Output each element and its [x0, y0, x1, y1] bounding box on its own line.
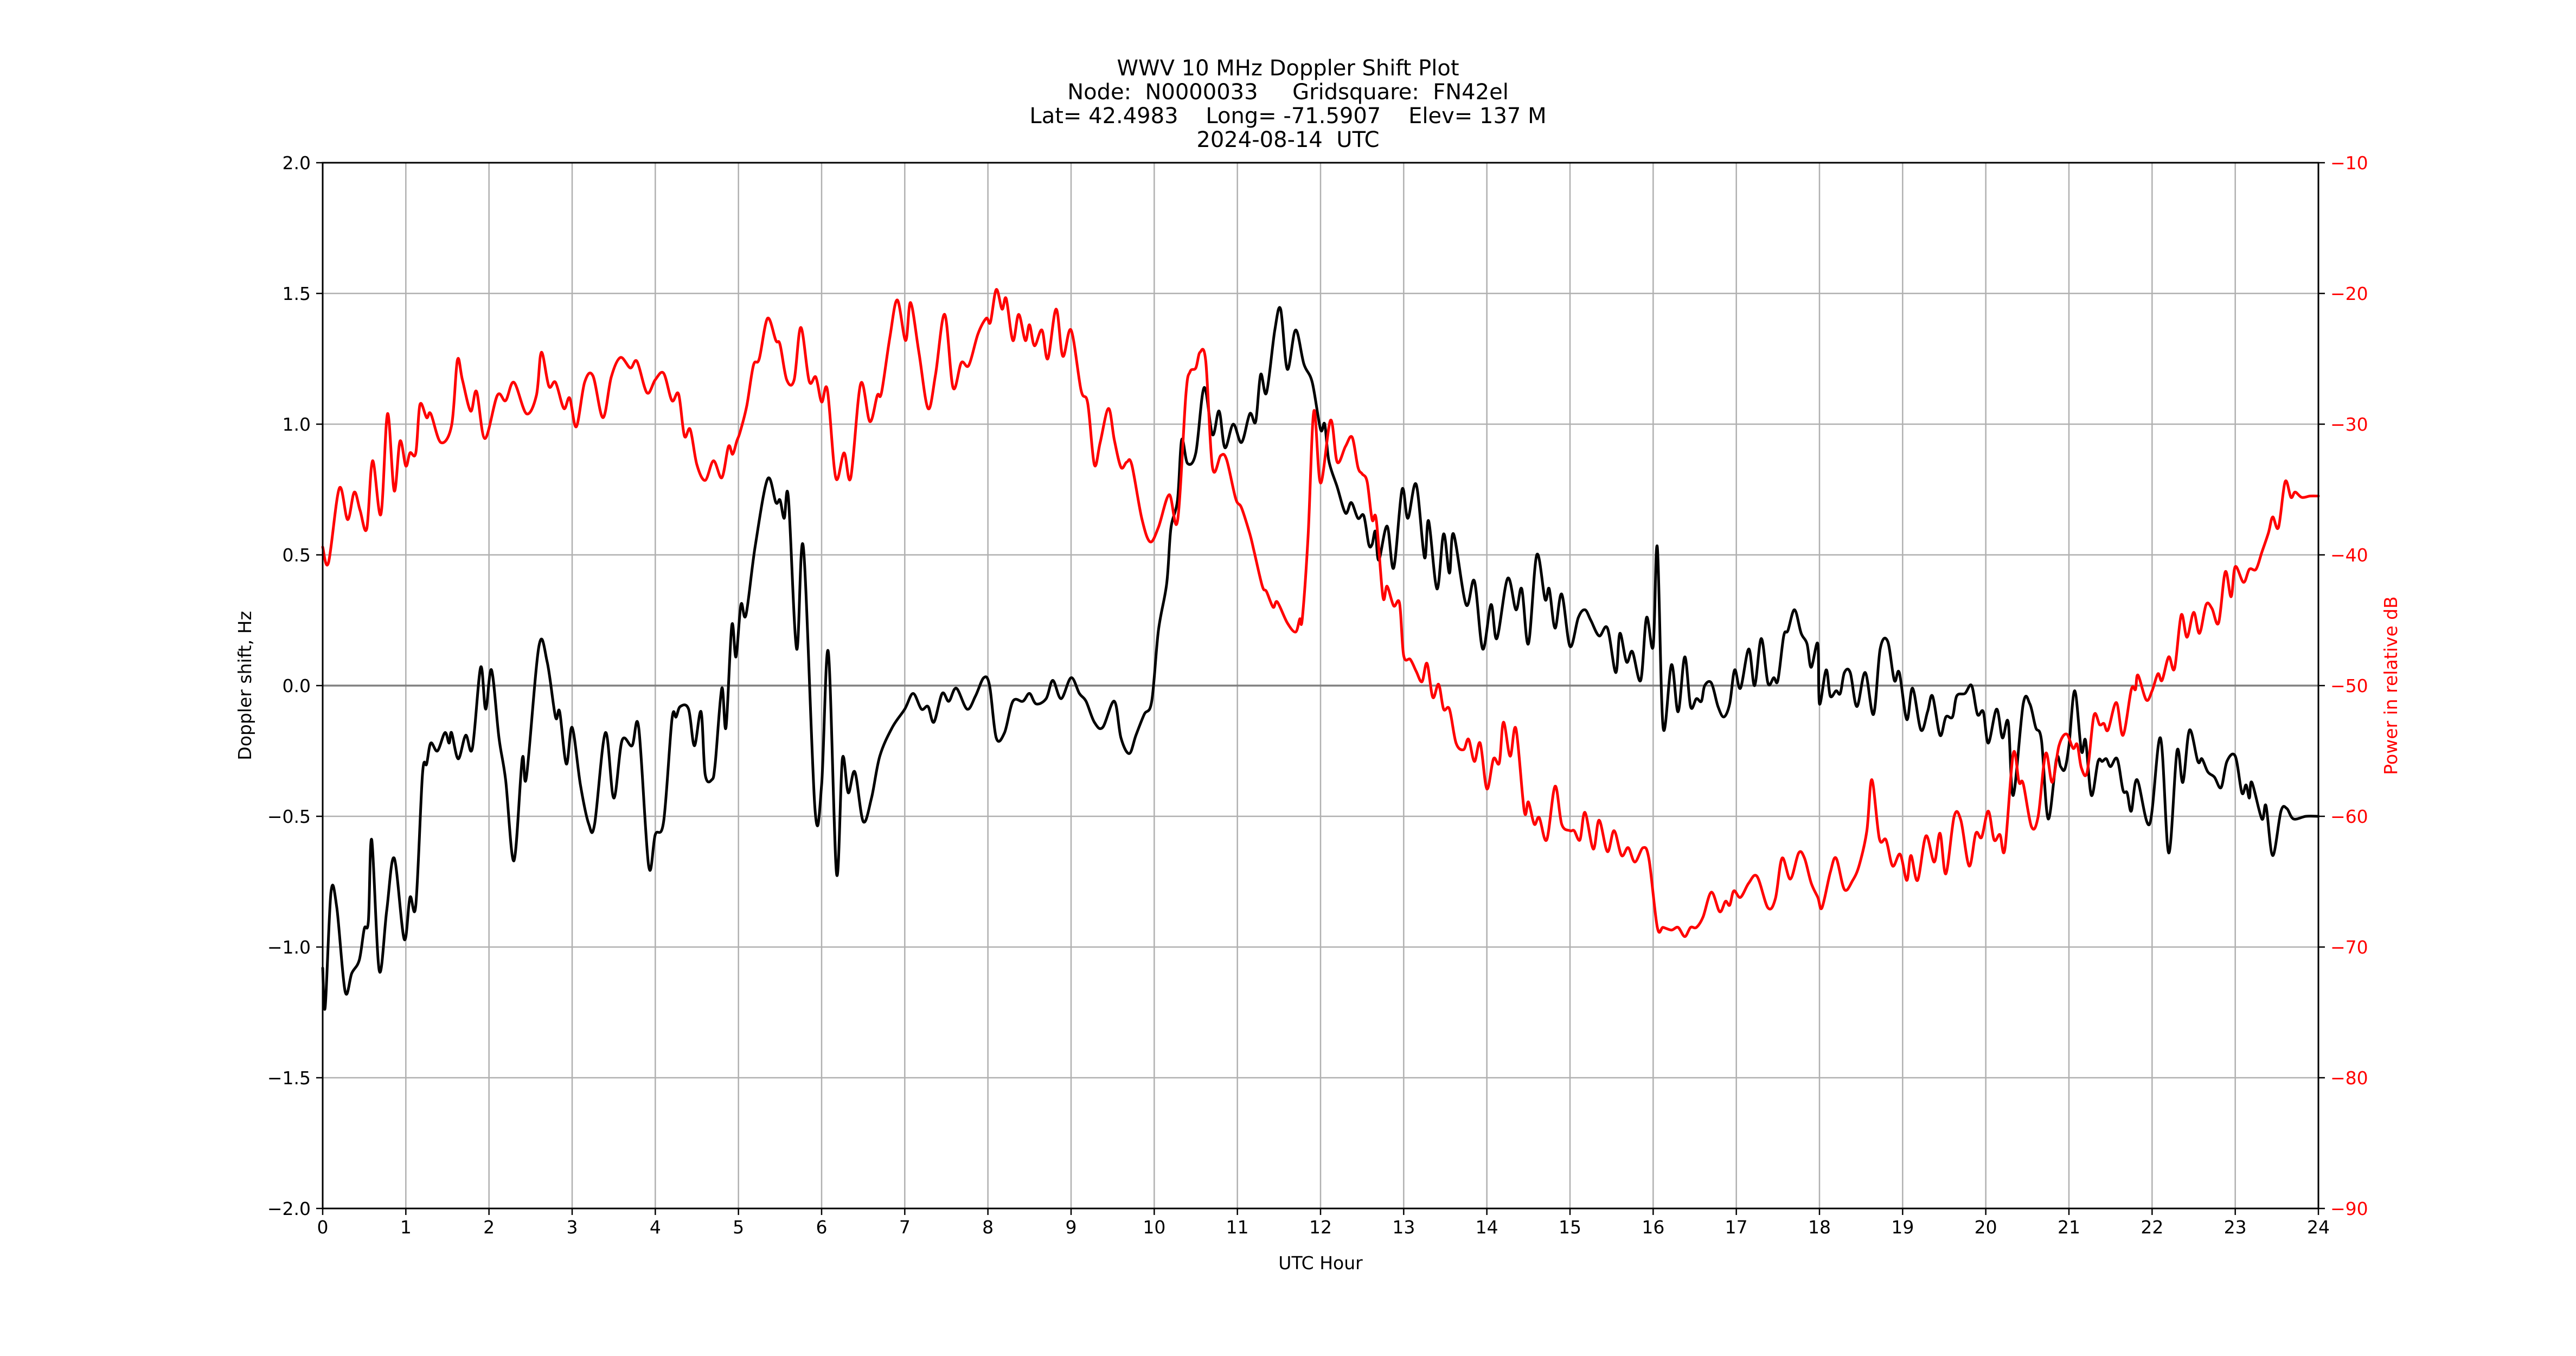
x-tick-label: 20	[1975, 1217, 1997, 1238]
y-tick-label-right: −40	[2330, 545, 2368, 566]
y-tick-label-right: −30	[2330, 414, 2368, 435]
y-tick-label-left: 0.5	[283, 545, 311, 566]
chart-subtitle-date: 2024-08-14 UTC	[1196, 127, 1380, 152]
x-tick-label: 10	[1143, 1217, 1165, 1238]
x-tick-label: 1	[400, 1217, 412, 1238]
y-tick-label-right: −90	[2330, 1198, 2368, 1219]
x-tick-label: 18	[1808, 1217, 1831, 1238]
y-tick-label-left: 1.5	[283, 283, 311, 304]
x-tick-label: 7	[899, 1217, 911, 1238]
x-tick-label: 12	[1309, 1217, 1332, 1238]
x-tick-label: 22	[2141, 1217, 2163, 1238]
y-tick-label-left: −0.5	[267, 806, 311, 827]
x-tick-label: 21	[2058, 1217, 2080, 1238]
y-tick-label-left: −1.5	[267, 1067, 311, 1089]
x-tick-label: 14	[1476, 1217, 1498, 1238]
y-tick-label-left: 0.0	[283, 675, 311, 696]
power-line	[321, 288, 2320, 938]
x-tick-label: 15	[1559, 1217, 1581, 1238]
grid-lines	[323, 163, 2318, 1208]
x-tick-label: 19	[1891, 1217, 1914, 1238]
x-tick-label: 4	[650, 1217, 661, 1238]
y-tick-label-right: −70	[2330, 937, 2368, 958]
axes: 0 1 2 3 4 5 6 7 8 9 10 11 12 13 14 15 16 17 18 19 20 21 22 23 24…	[267, 152, 2368, 1238]
x-tick-label: 24	[2307, 1217, 2330, 1238]
x-tick-label: 13	[1392, 1217, 1415, 1238]
x-axis-label: UTC Hour	[1278, 1252, 1363, 1274]
x-tick-label: 9	[1066, 1217, 1077, 1238]
y-tick-label-right: −20	[2330, 283, 2368, 304]
x-tick-label: 23	[2224, 1217, 2247, 1238]
x-tick-label: 2	[483, 1217, 495, 1238]
x-tick-label: 8	[982, 1217, 994, 1238]
y-tick-label-left: 1.0	[283, 414, 311, 435]
chart-title: WWV 10 MHz Doppler Shift Plot	[1117, 56, 1459, 81]
y-tick-label-left: −2.0	[267, 1198, 311, 1219]
axes-frame	[322, 162, 2319, 1210]
chart-subtitle-node: Node: N0000033 Gridsquare: FN42el	[1067, 80, 1509, 105]
y-tick-label-right: −60	[2330, 806, 2368, 827]
y-tick-label-left: −1.0	[267, 937, 311, 958]
chart-subtitle-location: Lat= 42.4983 Long= -71.5907 Elev= 137 M	[1029, 104, 1547, 129]
x-tick-label: 16	[1642, 1217, 1664, 1238]
y-tick-label-right: −80	[2330, 1067, 2368, 1089]
x-tick-label: 5	[733, 1217, 744, 1238]
y-axis-label-left: Doppler shift, Hz	[234, 611, 255, 760]
x-tick-label: 3	[567, 1217, 578, 1238]
data-series	[321, 288, 2320, 1011]
x-tick-label: 11	[1226, 1217, 1249, 1238]
y-tick-label-left: 2.0	[283, 152, 311, 174]
doppler-line	[321, 306, 2320, 1011]
y-tick-label-right: −10	[2330, 152, 2368, 174]
x-tick-label: 6	[816, 1217, 828, 1238]
x-tick-label: 0	[317, 1217, 329, 1238]
y-axis-label-right: Power in relative dB	[2380, 596, 2401, 775]
y-tick-label-right: −50	[2330, 675, 2368, 696]
x-tick-label: 17	[1725, 1217, 1748, 1238]
